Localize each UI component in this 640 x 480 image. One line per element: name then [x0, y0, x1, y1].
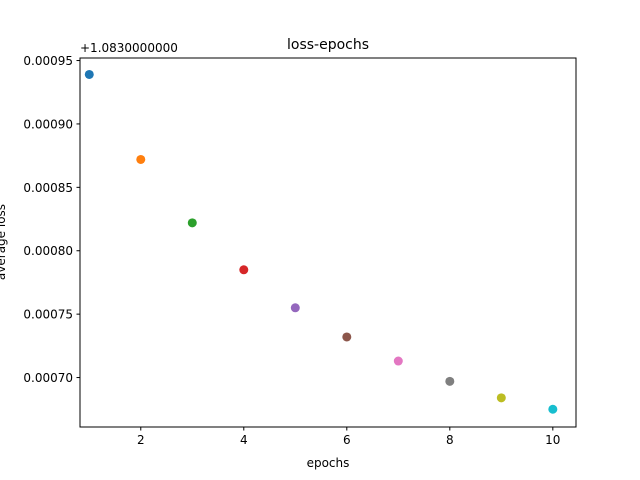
data-point [445, 376, 455, 386]
y-axis-offset-label: +1.0830000000 [80, 41, 178, 55]
data-point [548, 404, 558, 414]
y-tick-label: 0.00080 [23, 244, 73, 258]
x-tick-label: 2 [137, 433, 145, 447]
plot-area [79, 57, 577, 428]
data-points [84, 69, 558, 414]
x-tick-label: 6 [343, 433, 351, 447]
data-point [239, 265, 249, 275]
x-tick-label: 8 [446, 433, 454, 447]
data-point [342, 332, 352, 342]
y-axis: 0.00070 0.00075 0.00080 0.00085 0.00090 0.000… [23, 54, 80, 385]
y-axis-label: average loss [0, 204, 8, 280]
y-tick-label: 0.00090 [23, 117, 73, 131]
x-tick-label: 4 [240, 433, 248, 447]
chart-title: loss-epochs [287, 37, 369, 53]
y-tick-label: 0.00070 [23, 371, 73, 385]
data-point [136, 154, 146, 164]
data-point [496, 393, 506, 403]
data-point [393, 356, 403, 366]
y-tick-label: 0.00085 [23, 181, 73, 195]
x-axis: 2 4 6 8 10 [137, 427, 560, 447]
x-axis-label: epochs [307, 456, 350, 470]
data-point [187, 218, 197, 228]
data-point [290, 303, 300, 313]
data-point [84, 69, 94, 79]
x-tick-label: 10 [545, 433, 560, 447]
y-tick-label: 0.00095 [23, 54, 73, 68]
y-tick-label: 0.00075 [23, 308, 73, 322]
